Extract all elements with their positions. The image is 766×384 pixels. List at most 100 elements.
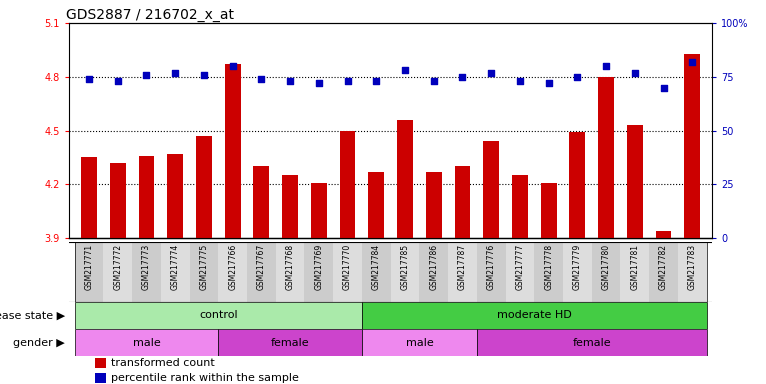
Point [571, 74, 584, 80]
Bar [305, 242, 333, 302]
Text: female: female [572, 338, 611, 348]
Bar [678, 242, 707, 302]
Text: GSM217769: GSM217769 [314, 244, 323, 290]
Bar [420, 242, 448, 302]
Bar [541, 182, 557, 238]
Bar [627, 125, 643, 238]
Bar [95, 373, 106, 384]
Bar [254, 166, 270, 238]
Bar [75, 242, 103, 302]
Text: GSM217766: GSM217766 [228, 244, 237, 290]
Point [399, 67, 411, 73]
Text: GSM217786: GSM217786 [429, 244, 438, 290]
Bar [650, 242, 678, 302]
Bar [684, 53, 700, 238]
Text: percentile rank within the sample: percentile rank within the sample [111, 373, 299, 383]
Text: GSM217776: GSM217776 [486, 244, 496, 290]
Bar [276, 242, 305, 302]
Bar [362, 302, 706, 329]
Text: GSM217782: GSM217782 [659, 244, 668, 290]
Bar [362, 329, 476, 356]
Bar [448, 242, 476, 302]
Bar [362, 242, 391, 302]
Point [485, 70, 497, 76]
Bar [368, 172, 385, 238]
Bar [218, 329, 362, 356]
Bar [476, 329, 706, 356]
Text: control: control [199, 311, 237, 321]
Bar [592, 242, 620, 302]
Point [313, 80, 325, 86]
Bar [81, 157, 97, 238]
Point [255, 76, 267, 82]
Bar [196, 136, 212, 238]
Bar [167, 154, 183, 238]
Text: GSM217768: GSM217768 [286, 244, 295, 290]
Text: GSM217778: GSM217778 [544, 244, 553, 290]
Bar [397, 120, 413, 238]
Point [198, 71, 210, 78]
Point [169, 70, 182, 76]
Text: GSM217774: GSM217774 [171, 244, 180, 290]
Bar [598, 77, 614, 238]
Text: transformed count: transformed count [111, 358, 214, 368]
Bar [569, 132, 585, 238]
Bar [161, 242, 190, 302]
Point [227, 63, 239, 69]
Point [427, 78, 440, 84]
Bar [311, 182, 327, 238]
Text: GSM217781: GSM217781 [630, 244, 640, 290]
Bar [426, 172, 442, 238]
Bar [103, 242, 132, 302]
Text: moderate HD: moderate HD [497, 311, 571, 321]
Point [112, 78, 124, 84]
Bar [139, 156, 155, 238]
Bar [483, 141, 499, 238]
Bar [563, 242, 592, 302]
Bar [110, 163, 126, 238]
Text: GSM217775: GSM217775 [199, 244, 208, 290]
Point [514, 78, 526, 84]
Text: GSM217770: GSM217770 [343, 244, 352, 290]
Point [629, 70, 641, 76]
Text: disease state ▶: disease state ▶ [0, 311, 65, 321]
Point [600, 63, 612, 69]
Point [140, 71, 152, 78]
Bar [247, 242, 276, 302]
Bar [391, 242, 420, 302]
Text: GSM217785: GSM217785 [401, 244, 410, 290]
Bar [95, 358, 106, 368]
Bar [535, 242, 563, 302]
Text: GSM217771: GSM217771 [84, 244, 93, 290]
Text: GSM217772: GSM217772 [113, 244, 123, 290]
Bar [224, 64, 241, 238]
Point [83, 76, 95, 82]
Bar [506, 242, 535, 302]
Bar [454, 166, 470, 238]
Point [370, 78, 382, 84]
Bar [190, 242, 218, 302]
Bar [282, 175, 298, 238]
Text: GDS2887 / 216702_x_at: GDS2887 / 216702_x_at [66, 8, 234, 22]
Text: GSM217777: GSM217777 [516, 244, 525, 290]
Text: male: male [133, 338, 160, 348]
Text: GSM217779: GSM217779 [573, 244, 582, 290]
Bar [333, 242, 362, 302]
Bar [218, 242, 247, 302]
Text: GSM217784: GSM217784 [372, 244, 381, 290]
Point [284, 78, 296, 84]
Bar [476, 242, 506, 302]
Bar [132, 242, 161, 302]
Bar [656, 231, 672, 238]
Text: GSM217787: GSM217787 [458, 244, 467, 290]
Text: GSM217773: GSM217773 [142, 244, 151, 290]
Point [542, 80, 555, 86]
Bar [339, 131, 355, 238]
Point [457, 74, 469, 80]
Text: gender ▶: gender ▶ [13, 338, 65, 348]
Point [657, 84, 669, 91]
Point [342, 78, 354, 84]
Text: GSM217767: GSM217767 [257, 244, 266, 290]
Text: GSM217780: GSM217780 [601, 244, 611, 290]
Text: female: female [271, 338, 309, 348]
